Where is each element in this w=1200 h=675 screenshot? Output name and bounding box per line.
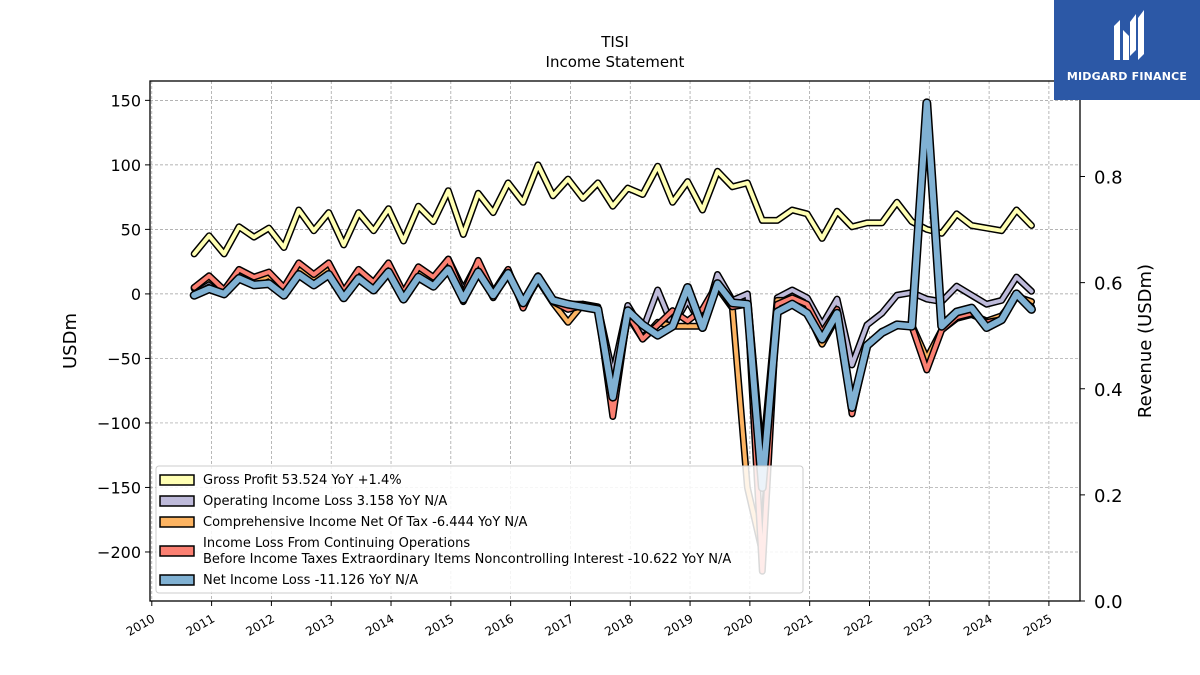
x-tick-label: 2015 — [423, 611, 456, 638]
y-axis-label: USDm — [60, 313, 81, 369]
legend-label-3: Income Loss From Continuing Operations — [203, 536, 470, 551]
x-tick-label: 2013 — [303, 611, 336, 638]
legend-label-3: Before Income Taxes Extraordinary Items … — [203, 552, 731, 567]
legend-label-2: Comprehensive Income Net Of Tax -6.444 Y… — [203, 515, 528, 530]
y2-tick-label: 0.2 — [1094, 486, 1123, 507]
midgard-logo-mark-icon — [1114, 10, 1144, 60]
y2-tick-label: 0.0 — [1094, 592, 1123, 613]
y2-tick-label: 0.6 — [1094, 274, 1123, 295]
x-tick-label: 2012 — [243, 611, 276, 638]
x-tick-label: 2010 — [124, 611, 157, 638]
brand-name: MIDGARD FINANCE — [1066, 70, 1188, 83]
legend-label-4: Net Income Loss -11.126 YoY N/A — [203, 573, 418, 588]
y-tick-label: 0 — [131, 285, 141, 304]
y-tick-label: −200 — [97, 543, 141, 562]
legend-box — [155, 465, 804, 594]
legend-label-1: Operating Income Loss 3.158 YoY N/A — [203, 494, 447, 509]
legend-label-0: Gross Profit 53.524 YoY +1.4% — [203, 473, 402, 488]
y-tick-label: −100 — [97, 414, 141, 433]
x-tick-label: 2024 — [961, 611, 994, 638]
x-tick-label: 2022 — [842, 611, 875, 638]
y-tick-label: 150 — [110, 91, 141, 110]
legend-swatch-0 — [159, 474, 195, 486]
plot-frame — [149, 80, 1081, 602]
plot-area — [189, 98, 1036, 575]
legend-swatch-1 — [159, 495, 195, 507]
x-tick-label: 2016 — [483, 611, 516, 638]
y2-axis-label: Revenue (USDm) — [1135, 264, 1156, 418]
x-tick-label: 2018 — [602, 611, 635, 638]
y-tick-label: −150 — [97, 478, 141, 497]
y-tick-label: 100 — [110, 156, 141, 175]
x-tick-label: 2021 — [782, 611, 815, 638]
chart-subtitle: Income Statement — [546, 53, 685, 71]
chart-title: TISI — [600, 33, 629, 51]
series-line-4 — [191, 99, 1035, 491]
series-outline-0 — [190, 161, 1035, 258]
x-tick-label: 2017 — [542, 611, 575, 638]
series-line-0 — [192, 162, 1034, 256]
legend-swatch-3 — [159, 545, 195, 557]
series-outline-1 — [190, 255, 1035, 466]
legend: Gross Profit 53.524 YoY +1.4% Operating I… — [155, 465, 804, 594]
legend-swatch-4 — [159, 574, 195, 586]
x-tick-label: 2019 — [662, 611, 695, 638]
midgard-finance-logo: MIDGARD FINANCE — [1054, 0, 1200, 100]
x-tick-label: 2023 — [901, 611, 934, 638]
y-tick-label: 50 — [121, 220, 141, 239]
y2-tick-label: 0.8 — [1094, 168, 1123, 189]
y2-tick-label: 0.4 — [1094, 380, 1123, 401]
x-tick-label: 2025 — [1021, 611, 1054, 638]
x-tick-label: 2011 — [184, 611, 217, 638]
y-tick-label: −50 — [107, 349, 141, 368]
legend-swatch-2 — [159, 516, 195, 528]
x-tick-label: 2020 — [722, 611, 755, 638]
x-tick-label: 2014 — [363, 611, 396, 638]
